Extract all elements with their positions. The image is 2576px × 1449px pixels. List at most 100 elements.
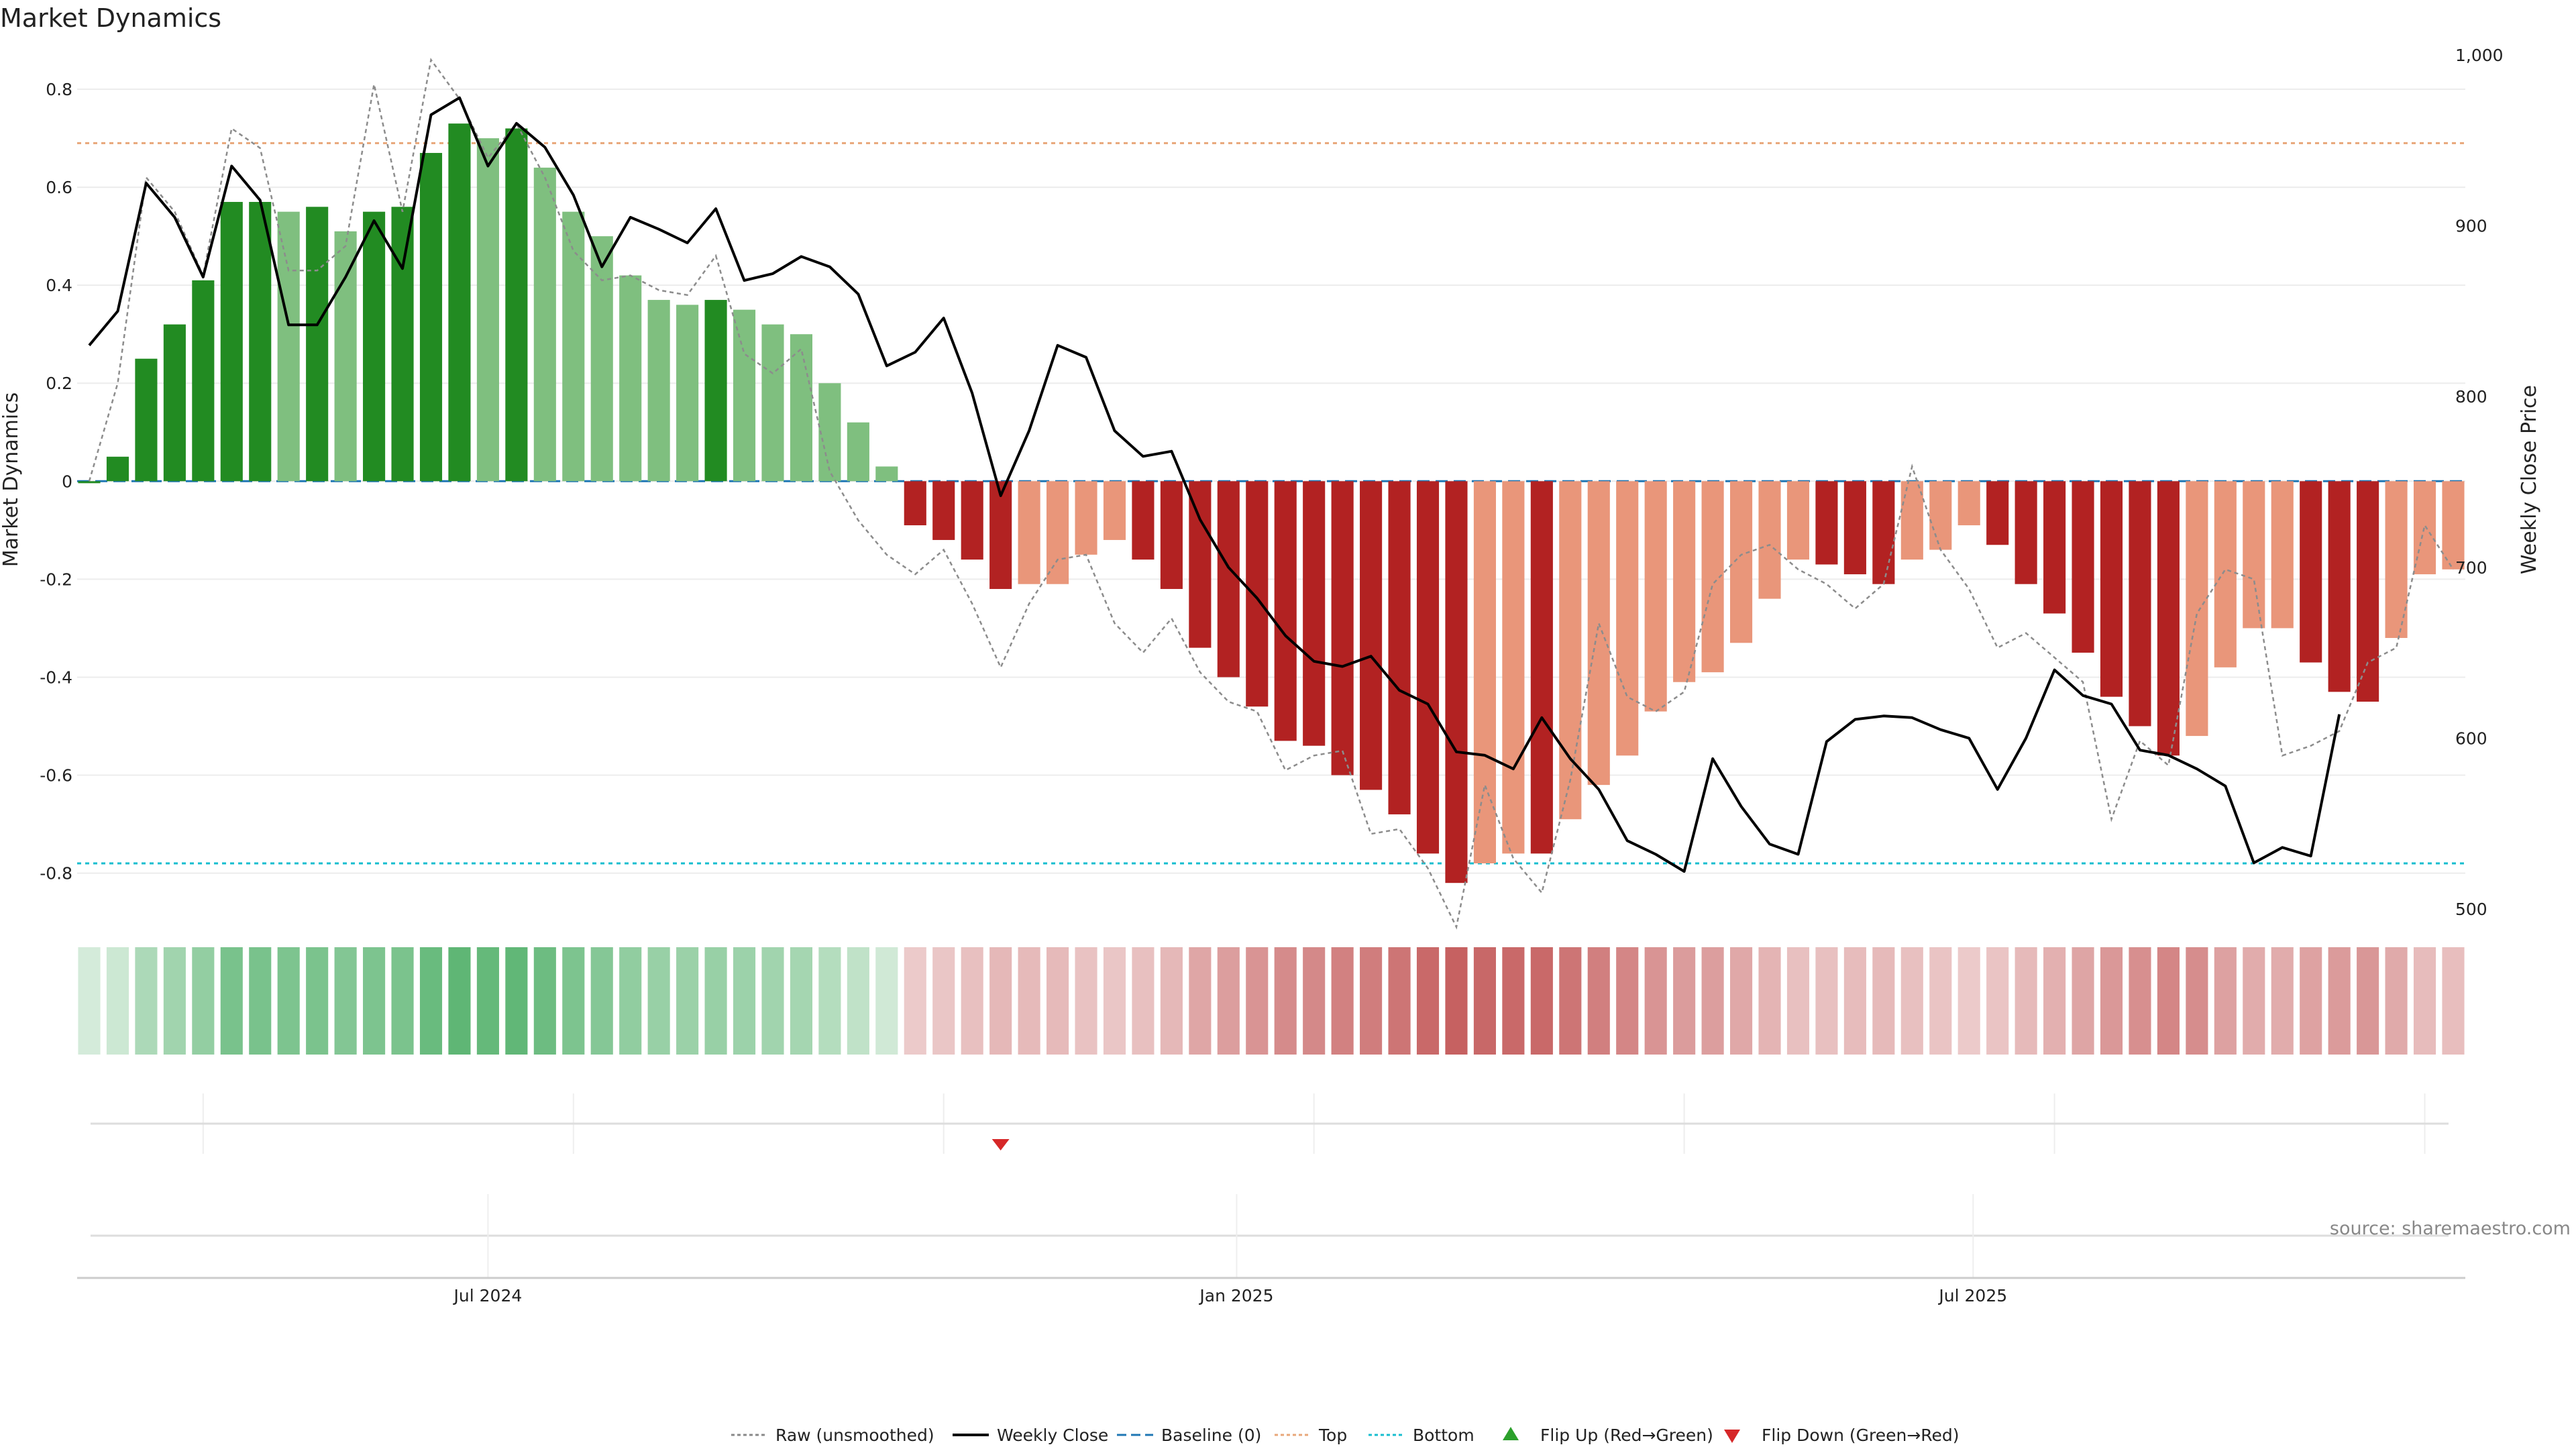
intensity-cell xyxy=(2043,947,2066,1055)
intensity-cell xyxy=(1360,947,1383,1055)
legend-label: Flip Up (Red→Green) xyxy=(1540,1426,1713,1445)
intensity-cell xyxy=(2357,947,2379,1055)
left-y-axis: 0.8 0.6 0.4 0.2 0 -0.2 -0.4 -0.6 -0.8 xyxy=(40,80,72,883)
intensity-cell xyxy=(2100,947,2123,1055)
legend-label: Top xyxy=(1318,1426,1347,1445)
dynamics-bar xyxy=(733,309,756,482)
right-y-axis: 1,000 900 800 700 600 500 xyxy=(2455,46,2504,919)
dynamics-bar xyxy=(818,383,841,482)
intensity-cell xyxy=(1075,947,1097,1055)
intensity-cell xyxy=(2186,947,2208,1055)
intensity-cell xyxy=(1559,947,1582,1055)
intensity-cell xyxy=(1843,947,1866,1055)
dynamics-bar xyxy=(1075,481,1097,555)
dynamics-bar xyxy=(1644,481,1667,712)
dynamics-bar xyxy=(2442,481,2465,570)
intensity-cell xyxy=(961,947,983,1055)
flip-down-marker xyxy=(991,1139,1010,1150)
intensity-cell xyxy=(1929,947,1952,1055)
intensity-cell xyxy=(277,947,300,1055)
y-tick-label: 0.8 xyxy=(46,80,72,99)
intensity-cell xyxy=(818,947,841,1055)
y-tick-label: -0.2 xyxy=(40,570,72,589)
y-tick-label: -0.4 xyxy=(40,667,72,687)
dynamics-bar xyxy=(2072,481,2094,653)
intensity-cell xyxy=(875,947,898,1055)
dynamics-bar xyxy=(875,466,898,482)
intensity-cell xyxy=(1900,947,1923,1055)
y-tick-label: 0.4 xyxy=(46,276,72,295)
dynamics-bar xyxy=(1217,481,1240,678)
dynamics-bar xyxy=(78,481,101,484)
intensity-cell xyxy=(1957,947,1980,1055)
intensity-cell xyxy=(220,947,243,1055)
dynamics-bar xyxy=(391,207,414,482)
dynamics-bar xyxy=(1416,481,1440,854)
y-tick-label: 0.6 xyxy=(46,178,72,197)
intensity-cell xyxy=(1388,947,1411,1055)
intensity-cell xyxy=(2157,947,2180,1055)
intensity-cell xyxy=(135,947,158,1055)
dynamics-bar xyxy=(334,231,357,482)
dynamics-bar xyxy=(220,202,243,482)
dynamics-bar xyxy=(1502,481,1525,854)
dynamics-bar xyxy=(106,456,129,482)
intensity-cell xyxy=(533,947,556,1055)
dynamics-bar xyxy=(1018,481,1040,584)
dynamics-bar xyxy=(704,300,727,482)
intensity-cell xyxy=(1246,947,1269,1055)
dynamics-bar xyxy=(1046,481,1069,584)
intensity-cell xyxy=(2072,947,2094,1055)
y-axis-title: Market Dynamics xyxy=(0,392,23,568)
legend-flip-up-icon xyxy=(1503,1427,1519,1440)
intensity-cell xyxy=(1274,947,1297,1055)
y2-tick-label: 800 xyxy=(2455,387,2487,407)
dynamics-bar xyxy=(192,280,215,482)
dynamics-bar xyxy=(306,207,329,482)
dynamics-bar xyxy=(1758,481,1781,599)
dynamics-bar xyxy=(2357,481,2379,702)
dynamics-bar xyxy=(476,138,499,482)
dynamics-bar xyxy=(676,305,699,482)
dynamics-bar xyxy=(1815,481,1838,565)
intensity-cell xyxy=(2385,947,2408,1055)
y2-tick-label: 500 xyxy=(2455,900,2487,919)
legend-flip-down-icon xyxy=(1724,1430,1740,1443)
intensity-cell xyxy=(761,947,784,1055)
intensity-cell xyxy=(1616,947,1639,1055)
y-tick-label: 0 xyxy=(62,472,72,491)
dynamics-bar xyxy=(2043,481,2066,614)
intensity-cell xyxy=(334,947,357,1055)
intensity-cell xyxy=(2015,947,2037,1055)
intensity-cell xyxy=(676,947,699,1055)
dynamics-bar xyxy=(448,123,471,482)
reference-lines xyxy=(77,142,2465,865)
legend-label: Weekly Close xyxy=(997,1426,1108,1445)
legend-label: Baseline (0) xyxy=(1161,1426,1261,1445)
intensity-cell xyxy=(249,947,272,1055)
intensity-cell xyxy=(704,947,727,1055)
intensity-cell xyxy=(1815,947,1838,1055)
dynamics-bar xyxy=(1900,481,1923,560)
dynamics-bar xyxy=(163,324,186,482)
x-tick-label: Jul 2025 xyxy=(1937,1286,2007,1305)
dynamics-bar xyxy=(419,152,443,482)
intensity-cell xyxy=(1303,947,1326,1055)
dynamics-bar xyxy=(1616,481,1639,756)
weekly-close-line xyxy=(88,96,2341,873)
intensity-strip xyxy=(78,947,2465,1055)
x-axis: Jul 2024 Jan 2025 Jul 2025 xyxy=(77,1194,2465,1305)
intensity-cell xyxy=(192,947,215,1055)
y2-axis-title: Weekly Close Price xyxy=(2518,385,2541,574)
intensity-cell xyxy=(1160,947,1183,1055)
intensity-cell xyxy=(1986,947,2009,1055)
intensity-cell xyxy=(2413,947,2436,1055)
dynamics-bar xyxy=(505,128,528,482)
intensity-cell xyxy=(1758,947,1781,1055)
dynamics-bar xyxy=(1843,481,1866,575)
intensity-cell xyxy=(1046,947,1069,1055)
intensity-cell xyxy=(78,947,101,1055)
dynamics-bar xyxy=(590,236,613,482)
dynamics-bar xyxy=(135,358,158,482)
dynamics-bar xyxy=(1673,481,1696,682)
